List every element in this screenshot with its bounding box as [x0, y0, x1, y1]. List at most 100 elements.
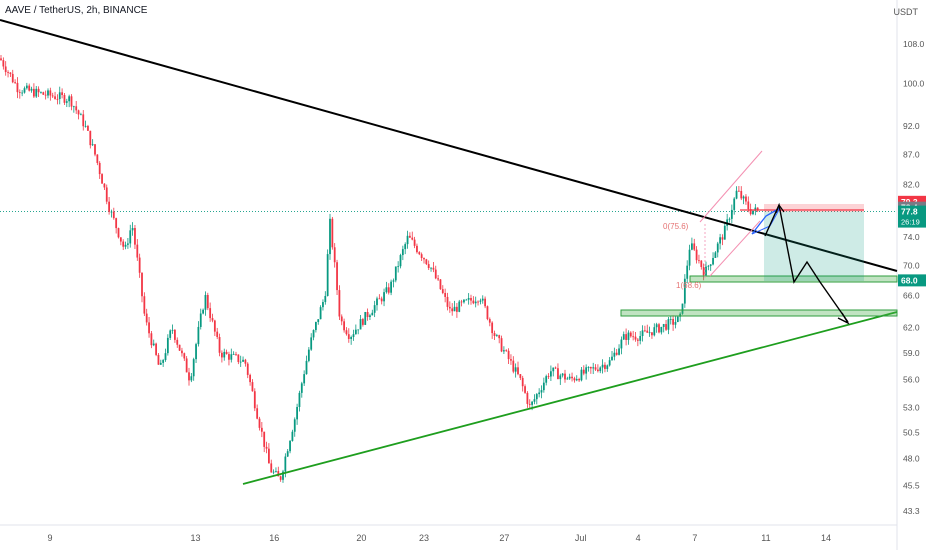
candle-body	[676, 316, 679, 322]
candle-body	[632, 336, 635, 338]
candle-body	[491, 322, 494, 334]
candle-body	[533, 399, 536, 402]
candle-body	[700, 260, 703, 268]
candle-body	[742, 196, 745, 199]
projection-arrowhead	[837, 312, 850, 325]
candle-body	[124, 244, 127, 247]
candle-body	[155, 343, 157, 355]
x-tick-label: 7	[692, 533, 697, 543]
candle-body	[256, 408, 259, 419]
price-label: 77.8	[901, 207, 918, 217]
candle-body	[366, 312, 369, 318]
reward-zone	[764, 212, 864, 281]
candle-body	[434, 269, 437, 279]
candle-body	[749, 209, 752, 215]
candle-body	[61, 92, 63, 95]
y-tick-label: 108.0	[903, 39, 925, 49]
candle-body	[171, 329, 174, 331]
resistance-trendline	[0, 19, 898, 272]
x-tick-label: 14	[821, 533, 831, 543]
candle-body	[653, 327, 656, 336]
y-tick-label: 45.5	[903, 481, 920, 491]
candle-body	[333, 247, 336, 263]
candle-body	[185, 358, 188, 373]
y-tick-label: 70.0	[903, 261, 920, 271]
candle-body	[174, 329, 176, 340]
candle-body	[453, 306, 456, 312]
candle-body	[110, 211, 113, 213]
candle-body	[721, 237, 724, 240]
candle-body	[463, 299, 465, 303]
candle-body	[35, 88, 38, 97]
candle-body	[401, 249, 404, 256]
candle-body	[467, 298, 470, 300]
y-tick-label: 59.0	[903, 348, 920, 358]
candle-body	[413, 239, 416, 246]
candle-body	[21, 92, 24, 94]
candle-body	[451, 308, 454, 312]
candle-body	[286, 451, 289, 457]
candle-body	[246, 363, 249, 375]
candle-body	[272, 471, 275, 473]
candle-body	[585, 367, 588, 374]
candle-body	[127, 243, 129, 245]
candle-body	[141, 272, 143, 297]
candle-body	[528, 403, 531, 405]
candle-body	[275, 471, 277, 472]
candle-body	[373, 305, 376, 313]
candle-body	[265, 446, 268, 449]
candle-body	[505, 350, 508, 352]
candle-body	[136, 244, 139, 258]
candle-body	[524, 386, 526, 393]
x-tick-label: 11	[761, 533, 770, 543]
candle-body	[23, 88, 26, 93]
candle-body	[371, 312, 374, 316]
candle-body	[498, 335, 501, 339]
candle-body	[166, 337, 169, 354]
candle-body	[639, 336, 642, 341]
candle-body	[521, 377, 524, 387]
candle-body	[159, 362, 162, 365]
candle-body	[695, 249, 698, 261]
candle-body	[326, 254, 329, 296]
candle-body	[376, 298, 378, 306]
candle-body	[94, 144, 96, 155]
candle-body	[296, 406, 298, 420]
candle-body	[16, 82, 19, 93]
candle-body	[587, 366, 590, 368]
candle-body	[134, 228, 136, 245]
candle-body	[686, 265, 689, 279]
candle-body	[303, 374, 306, 384]
candle-body	[354, 329, 357, 335]
candle-body	[49, 90, 52, 96]
candle-body	[702, 267, 705, 276]
candle-body	[658, 324, 660, 333]
candle-body	[14, 82, 16, 84]
candle-body	[251, 382, 254, 392]
candle-body	[68, 96, 71, 102]
candle-body	[84, 125, 87, 127]
candle-body	[298, 392, 301, 407]
candle-body	[615, 352, 618, 355]
candle-body	[573, 378, 576, 381]
candle-body	[58, 92, 61, 100]
candle-body	[329, 218, 331, 255]
candle-body	[183, 353, 186, 359]
candle-body	[213, 320, 216, 332]
candle-body	[317, 319, 320, 322]
candle-body	[627, 332, 630, 340]
candle-body	[535, 394, 538, 400]
candle-body	[392, 280, 395, 282]
candle-body	[289, 440, 291, 452]
candle-body	[82, 114, 85, 127]
candle-body	[148, 322, 150, 334]
candle-body	[416, 245, 418, 253]
candle-body	[519, 374, 522, 378]
fib-label-0: 0(75.6)	[663, 222, 689, 231]
candle-body	[54, 96, 56, 99]
candle-body	[681, 303, 684, 314]
candle-body	[312, 330, 315, 338]
candle-body	[91, 144, 94, 146]
candle-body	[484, 298, 486, 307]
